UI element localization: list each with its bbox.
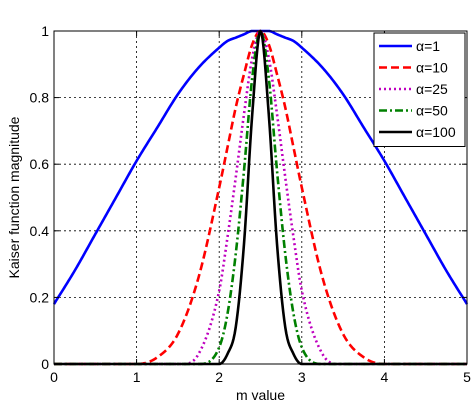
legend-label: α=50 — [416, 103, 448, 119]
legend-label: α=1 — [416, 38, 440, 54]
axis-ticks: 0 1 2 3 4 5 0 0.2 0.4 0.6 0.8 1 — [30, 23, 472, 385]
y-tick-label: 0.6 — [30, 156, 50, 172]
plot-area — [53, 30, 468, 365]
x-tick-label: 0 — [50, 369, 58, 385]
legend: α=1 α=10 α=25 α=50 α=100 — [373, 32, 466, 147]
x-tick-label: 4 — [381, 369, 389, 385]
legend-label: α=25 — [416, 81, 448, 97]
x-tick-label: 3 — [298, 369, 306, 385]
x-tick-label: 1 — [133, 369, 141, 385]
y-tick-label: 0 — [41, 356, 49, 372]
y-tick-label: 0.4 — [30, 223, 50, 239]
y-tick-label: 1 — [41, 23, 49, 39]
y-tick-label: 0.8 — [30, 90, 50, 106]
x-tick-label: 5 — [463, 369, 471, 385]
x-tick-label: 2 — [215, 369, 223, 385]
legend-label: α=10 — [416, 60, 448, 76]
legend-label: α=100 — [416, 124, 456, 140]
y-axis-label: Kaiser function magnitude — [6, 116, 22, 278]
x-axis-label: m value — [236, 387, 285, 403]
y-tick-label: 0.2 — [30, 289, 50, 305]
